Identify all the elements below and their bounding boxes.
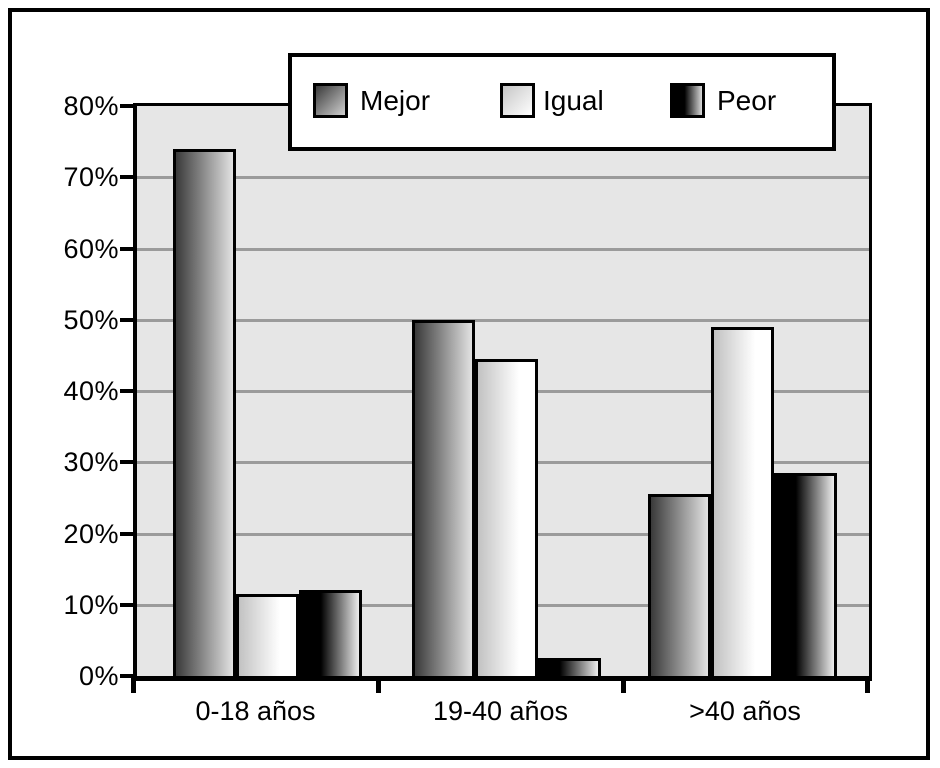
- gridline-50: [137, 318, 869, 322]
- bar-igual-1: [236, 594, 299, 676]
- y-axis-label-70%: 70%: [63, 162, 119, 193]
- bar-mejor-2: [412, 320, 475, 676]
- legend: Mejor Igual Peor: [288, 53, 836, 151]
- bar-peor-1: [299, 590, 362, 676]
- plot-area: [133, 103, 872, 681]
- x-axis-label-2: 19-40 años: [432, 696, 569, 726]
- x-tick-3: [865, 676, 870, 693]
- y-tick-60%: [120, 246, 135, 251]
- y-axis-label-40%: 40%: [63, 376, 119, 406]
- y-tick-30%: [120, 460, 135, 465]
- bar-peor-3: [774, 473, 837, 676]
- bar-igual-2: [475, 359, 538, 676]
- bar-mejor-1: [173, 149, 236, 676]
- legend-label-igual: Igual: [543, 85, 604, 116]
- bar-mejor-3: [648, 494, 711, 676]
- legend-swatch-peor: [670, 83, 705, 118]
- y-tick-10%: [120, 602, 135, 607]
- y-tick-70%: [120, 175, 135, 180]
- y-tick-40%: [120, 389, 135, 393]
- bar-igual-3: [711, 327, 774, 676]
- y-tick-80%: [120, 104, 135, 108]
- legend-label-peor: Peor: [717, 85, 777, 116]
- y-tick-0%: [120, 674, 135, 678]
- y-axis-label-10%: 10%: [63, 589, 119, 620]
- y-axis-label-80%: 80%: [63, 91, 119, 121]
- x-axis-label-1: 0-18 años: [195, 696, 316, 726]
- y-tick-50%: [120, 317, 135, 322]
- y-axis-label-30%: 30%: [63, 447, 119, 478]
- y-axis-label-20%: 20%: [63, 518, 119, 549]
- y-axis-label-50%: 50%: [63, 304, 119, 335]
- y-tick-20%: [120, 531, 135, 536]
- x-tick-2: [621, 676, 626, 693]
- x-tick-0: [131, 676, 136, 693]
- legend-swatch-igual: [500, 83, 535, 118]
- bar-peor-2: [538, 658, 601, 676]
- legend-label-mejor: Mejor: [360, 85, 431, 116]
- y-axis-label-60%: 60%: [63, 233, 119, 264]
- gridline-70: [137, 176, 869, 180]
- x-tick-1: [376, 676, 381, 693]
- y-axis-label-0%: 0%: [78, 661, 119, 691]
- x-axis-label-3: >40 años: [689, 696, 801, 726]
- legend-swatch-mejor: [313, 83, 348, 118]
- gridline-60: [137, 247, 869, 251]
